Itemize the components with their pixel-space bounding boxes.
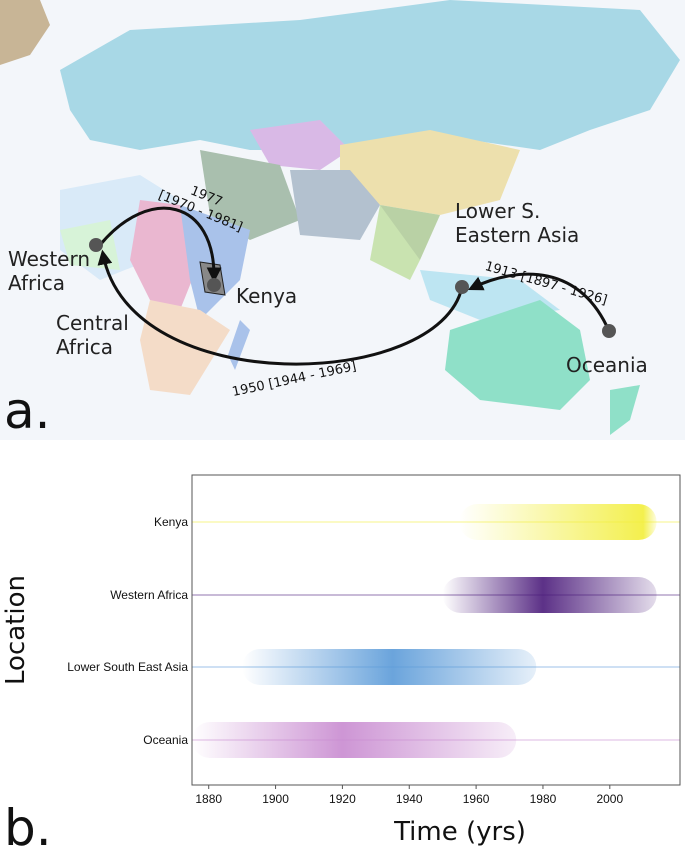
density-band	[442, 577, 657, 613]
plot-frame	[191, 474, 681, 786]
y-axis-label: Location	[1, 575, 31, 685]
region-label: Oceania	[566, 353, 648, 377]
region-label: Western Africa	[8, 247, 90, 295]
location-dot	[89, 238, 103, 252]
x-tick-label: 1960	[463, 792, 490, 806]
y-tick-label: Oceania	[143, 733, 188, 747]
land	[200, 150, 300, 240]
region-label-line: Africa	[56, 335, 113, 359]
x-tick-label: 1900	[262, 792, 289, 806]
location-dot	[207, 278, 221, 292]
region-label-line: Africa	[8, 271, 65, 295]
x-tick-label: 1980	[530, 792, 557, 806]
panel-letter: b.	[4, 799, 52, 851]
density-band	[459, 504, 657, 540]
region-label-line: Lower S.	[455, 199, 540, 223]
land	[340, 130, 520, 215]
x-axis-label: Time (yrs)	[393, 817, 526, 847]
region-label: Central Africa	[56, 311, 129, 359]
region-label: Lower S. Eastern Asia	[455, 199, 579, 247]
land	[60, 0, 680, 150]
land	[370, 205, 420, 280]
x-tick-label: 1920	[329, 792, 356, 806]
land	[180, 205, 250, 320]
x-tick-label: 1940	[396, 792, 423, 806]
migration-arrow	[467, 272, 611, 332]
land	[290, 170, 380, 240]
density-band	[242, 649, 537, 685]
land	[250, 120, 350, 170]
map	[0, 0, 685, 440]
land	[130, 200, 200, 310]
panel-letter: a.	[4, 382, 51, 440]
region-label-line: Oceania	[566, 353, 648, 377]
y-tick-label: Kenya	[154, 515, 188, 529]
y-tick-label: Lower South East Asia	[67, 660, 188, 674]
density-band	[192, 722, 517, 758]
region-label: Kenya	[236, 284, 297, 308]
land	[0, 0, 50, 65]
migration-arrow	[97, 249, 464, 366]
land	[610, 385, 640, 435]
x-tick-label: 2000	[596, 792, 623, 806]
region-label-line: Western	[8, 247, 90, 271]
land	[140, 300, 230, 395]
migration-arrow	[98, 206, 222, 283]
region-label-line: Eastern Asia	[455, 223, 579, 247]
region-label-line: Central	[56, 311, 129, 335]
y-tick-label: Western Africa	[110, 588, 188, 602]
land	[445, 300, 590, 410]
region-label-line: Kenya	[236, 284, 297, 308]
x-tick-label: 1880	[195, 792, 222, 806]
location-dot	[455, 280, 469, 294]
location-dot	[602, 324, 616, 338]
